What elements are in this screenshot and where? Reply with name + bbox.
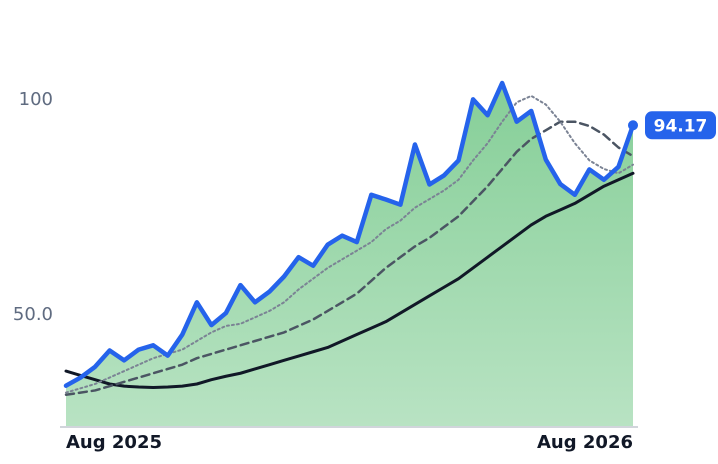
last-value-label: 94.17 <box>654 116 708 136</box>
series-line <box>65 94 634 394</box>
last-value-badge <box>645 111 716 140</box>
x-tick-label: Aug 2026 <box>537 432 633 453</box>
last-point <box>628 120 638 131</box>
series-line <box>64 171 635 389</box>
price-area <box>66 83 633 427</box>
y-tick-label: 50.0 <box>13 304 53 325</box>
y-tick-label: 100 <box>19 89 53 110</box>
x-tick-label: Aug 2025 <box>66 432 162 453</box>
series-line <box>63 80 636 388</box>
